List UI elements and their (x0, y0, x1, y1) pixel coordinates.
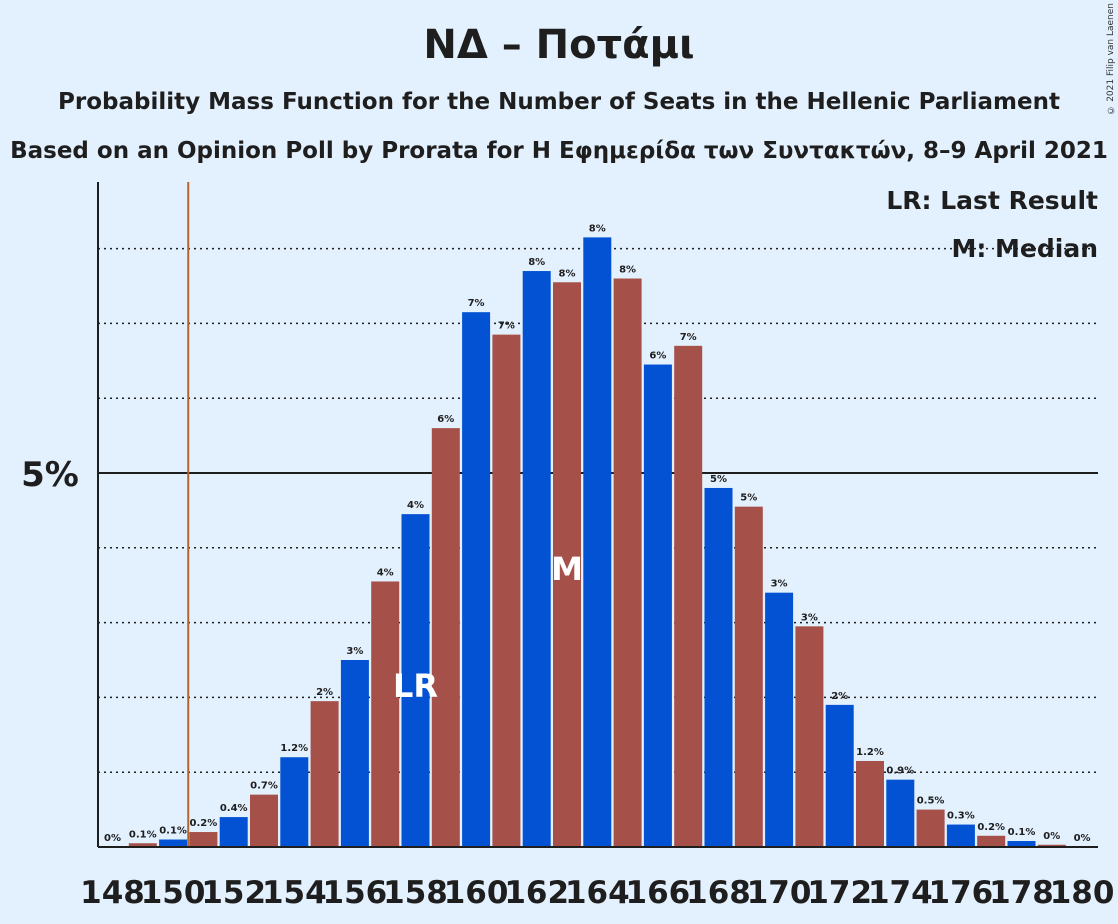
x-tick-166: 166 (626, 875, 691, 911)
bar-155 (310, 701, 339, 847)
bar-label-179: 0% (1043, 831, 1060, 842)
bar-159 (431, 428, 460, 847)
bar-label-151: 0.2% (190, 818, 218, 829)
bar-label-168: 5% (710, 474, 727, 485)
x-tick-168: 168 (686, 875, 751, 911)
x-tick-180: 180 (1050, 875, 1115, 911)
legend-median: M: Median (951, 234, 1098, 263)
x-tick-174: 174 (868, 875, 933, 911)
bar-170 (765, 592, 794, 847)
bar-label-148: 0% (104, 833, 121, 844)
y-tick-label: 5% (21, 455, 79, 495)
x-tick-172: 172 (807, 875, 872, 911)
bar-label-174: 0.9% (886, 766, 914, 777)
bar-label-156: 3% (346, 646, 363, 657)
x-tick-178: 178 (989, 875, 1054, 911)
x-tick-150: 150 (141, 875, 206, 911)
bar-label-170: 3% (771, 579, 788, 590)
bar-173 (856, 760, 884, 847)
bar-158 (401, 514, 430, 847)
bar-152 (219, 817, 248, 847)
bar-174 (886, 779, 915, 847)
bar-179 (1037, 844, 1066, 847)
bar-label-169: 5% (740, 493, 757, 504)
bar-label-159: 6% (437, 414, 454, 425)
x-tick-164: 164 (565, 875, 630, 911)
bar-label-149: 0.1% (129, 829, 157, 840)
median-marker: M (551, 550, 583, 588)
x-tick-154: 154 (262, 875, 327, 911)
x-tick-162: 162 (504, 875, 569, 911)
bar-169 (734, 506, 763, 847)
bar-label-155: 2% (316, 687, 333, 698)
bar-149 (128, 843, 157, 847)
bar-177 (977, 835, 1006, 847)
bar-label-161: 7% (498, 321, 515, 332)
chart-source: Based on an Opinion Poll by Prorata for … (10, 138, 1108, 164)
x-tick-176: 176 (929, 875, 994, 911)
bar-164 (583, 237, 612, 847)
bar-171 (795, 626, 824, 847)
bar-label-167: 7% (680, 332, 697, 343)
bar-label-172: 2% (831, 691, 848, 702)
bar-154 (280, 757, 309, 847)
bar-153 (250, 794, 278, 847)
bar-label-162: 8% (528, 257, 545, 268)
bar-label-163: 8% (559, 268, 576, 279)
chart-title: ΝΔ – Ποτάμι (423, 22, 695, 68)
x-tick-152: 152 (201, 875, 266, 911)
bar-172 (825, 704, 854, 847)
bar-label-165: 8% (619, 265, 636, 276)
bar-163 (553, 282, 581, 847)
bar-175 (916, 809, 945, 847)
bar-label-177: 0.2% (977, 822, 1005, 833)
bar-label-152: 0.4% (220, 803, 248, 814)
bar-168 (704, 487, 733, 847)
bar-161 (492, 334, 521, 847)
bar-157 (371, 581, 400, 847)
bar-label-150: 0.1% (159, 826, 187, 837)
bar-label-160: 7% (468, 298, 485, 309)
bar-176 (946, 824, 975, 847)
x-tick-170: 170 (747, 875, 812, 911)
bar-label-180: 0% (1074, 833, 1091, 844)
bar-label-173: 1.2% (856, 747, 884, 758)
bar-160 (462, 312, 491, 847)
bar-label-157: 4% (377, 567, 394, 578)
bar-label-176: 0.3% (947, 811, 975, 822)
bar-150 (159, 839, 188, 847)
x-tick-148: 148 (80, 875, 145, 911)
bar-166 (643, 364, 672, 847)
bar-162 (522, 271, 551, 847)
bar-label-164: 8% (589, 223, 606, 234)
bar-178 (1007, 841, 1036, 847)
bar-label-154: 1.2% (280, 743, 308, 754)
chart-subtitle: Probability Mass Function for the Number… (58, 89, 1060, 115)
bar-label-171: 3% (801, 612, 818, 623)
bar-167 (674, 345, 703, 847)
bar-label-153: 0.7% (250, 781, 278, 792)
bar-151 (189, 832, 218, 847)
legend-last-result: LR: Last Result (886, 186, 1098, 215)
bar-label-166: 6% (649, 351, 666, 362)
x-tick-156: 156 (323, 875, 388, 911)
bar-label-175: 0.5% (917, 796, 945, 807)
x-tick-158: 158 (383, 875, 448, 911)
bar-label-178: 0.1% (1008, 827, 1036, 838)
bar-label-158: 4% (407, 500, 424, 511)
bar-156 (340, 660, 369, 847)
lr-marker: LR (393, 667, 438, 705)
bar-165 (613, 278, 642, 847)
x-tick-160: 160 (444, 875, 509, 911)
